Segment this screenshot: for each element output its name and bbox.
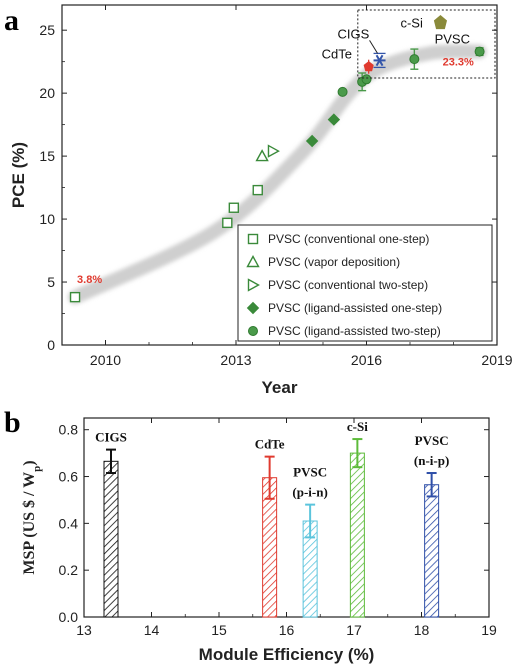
panel-a-legend: PVSC (conventional one-step) PVSC (vapor … [237,224,493,342]
data-point [337,86,348,97]
csi-marker [433,14,448,30]
data-point [69,291,81,303]
cigs-leader-line [369,40,378,54]
x-tick-label: 19 [481,622,497,638]
data-point [228,202,240,213]
pvsc-label: PVSC [435,32,470,47]
bar-label: PVSC [293,465,327,480]
data-point [252,184,263,196]
panel-b-letter: b [4,406,21,439]
legend-label: PVSC (conventional one-step) [268,232,429,246]
panel-a-y-ticks: 0 5 10 15 20 25 [39,22,497,353]
panel-a-highlight-box [357,9,496,79]
data-point [474,46,485,57]
cigs-label: CIGS [338,26,370,41]
legend-marker [248,326,258,336]
data-point [222,217,233,229]
y-tick-label: 0.8 [59,422,79,438]
panel-a-reference-markers: CdTe CIGS c-Si PVSC [322,14,470,74]
y-tick-label: 20 [39,85,55,101]
panel-b-y-axis-label: MSP (US $ / Wp) [21,460,43,574]
data-point [327,113,341,126]
panel-a-letter: a [4,4,19,37]
x-tick-label: 2019 [481,352,512,368]
data-point [409,54,420,65]
panel-b-chart: 13 14 15 16 17 18 19 0.0 0.2 0.4 0.6 0.8 CIGS CdTe P… [21,417,497,664]
legend-label: PVSC (vapor deposition) [268,255,400,269]
bar-sublabel: (n-i-p) [414,453,449,468]
panel-a-chart: 2010 2013 2016 2019 0 5 10 15 20 25 CdTe CIGS c-Si… [9,4,513,397]
bar-label: CdTe [255,437,285,452]
x-tick-label: 2013 [220,352,251,368]
panel-a-x-axis-label: Year [262,378,298,397]
bar [424,484,440,618]
y-tick-label: 0.6 [59,469,79,485]
x-tick-label: 2016 [351,352,382,368]
legend-marker [247,278,260,292]
data-point [267,144,280,158]
legend-label: PVSC (ligand-assisted two-step) [268,324,441,338]
bar [103,460,119,618]
y-tick-label: 0.0 [59,609,79,625]
x-tick-label: 14 [144,622,160,638]
panel-b-y-ticks: 0.0 0.2 0.4 0.6 0.8 [59,422,489,625]
x-tick-label: 18 [414,622,430,638]
bar-label: PVSC [415,433,449,448]
y-tick-label: 0 [47,337,55,353]
legend-box [237,224,493,342]
data-point [361,74,372,85]
legend-marker [246,255,260,268]
bar-label: c-Si [347,419,368,434]
x-tick-label: 2010 [90,352,121,368]
bar-sublabel: (p-i-n) [292,485,327,500]
cigs-marker [373,54,386,67]
trend-band [68,44,487,305]
panel-a-y-axis-label: PCE (%) [9,142,28,208]
panel-a-annotation-end: 23.3% [443,57,474,69]
y-tick-label: 25 [39,22,55,38]
panel-b-x-axis-label: Module Efficiency (%) [199,645,375,664]
panel-a-trend-band [68,44,487,305]
x-tick-label: 13 [76,622,92,638]
legend-marker [247,233,259,245]
bar-label: CIGS [95,430,127,445]
y-tick-label: 0.4 [59,515,79,531]
csi-label: c-Si [400,16,423,31]
panel-a-x-ticks: 2010 2013 2016 2019 [61,5,513,368]
panel-a-annotation-start: 3.8% [77,274,102,286]
y-tick-label: 0.2 [59,562,79,578]
y-tick-label: 15 [39,148,55,164]
y-tick-label: 10 [39,211,55,227]
cdte-label: CdTe [322,47,352,62]
legend-label: PVSC (conventional two-step) [268,278,428,292]
bar [349,452,365,618]
x-tick-label: 17 [346,622,362,638]
legend-label: PVSC (ligand-assisted one-step) [268,301,442,315]
y-tick-label: 5 [47,274,55,290]
data-point [305,134,319,148]
panel-b-x-ticks: 13 14 15 16 17 18 19 [76,418,497,638]
data-point [255,149,269,162]
panel-a-points [69,46,485,303]
x-tick-label: 16 [279,622,295,638]
x-tick-label: 15 [211,622,227,638]
legend-marker [246,301,260,315]
panel-b-bars: CIGS CdTe PVSC (p-i-n) c-Si PVSC (n-i-p) [95,419,449,618]
